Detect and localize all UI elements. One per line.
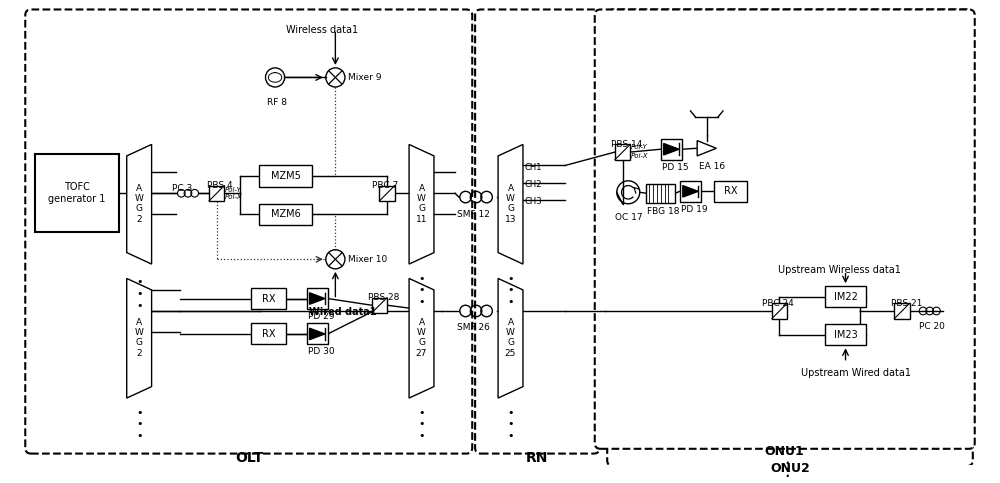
FancyBboxPatch shape [595, 10, 975, 449]
Polygon shape [127, 144, 152, 264]
Text: CH2: CH2 [525, 180, 542, 189]
Text: •
•
•: • • • [507, 274, 514, 307]
Text: Pol-Y: Pol-Y [631, 144, 648, 150]
Polygon shape [697, 141, 716, 156]
Text: Wireless data1: Wireless data1 [286, 25, 358, 35]
Text: A
W
G
2: A W G 2 [135, 318, 144, 358]
Polygon shape [409, 144, 434, 264]
Text: CH1: CH1 [525, 163, 542, 171]
Text: PBS 21: PBS 21 [891, 298, 922, 308]
Text: ONU2: ONU2 [770, 462, 810, 475]
Text: Upstream Wireless data1: Upstream Wireless data1 [778, 265, 900, 275]
Polygon shape [498, 278, 523, 398]
FancyBboxPatch shape [772, 303, 787, 319]
Text: OLT: OLT [235, 451, 263, 465]
Text: •
•
•: • • • [418, 274, 425, 307]
FancyBboxPatch shape [894, 303, 910, 319]
Text: A
W
G
11: A W G 11 [416, 184, 427, 224]
Polygon shape [664, 143, 679, 155]
Text: EA 16: EA 16 [699, 162, 725, 170]
FancyBboxPatch shape [259, 166, 312, 186]
FancyBboxPatch shape [680, 181, 701, 202]
Polygon shape [409, 278, 434, 398]
Text: OC 17: OC 17 [615, 213, 642, 222]
Text: IM23: IM23 [834, 330, 857, 340]
FancyBboxPatch shape [661, 139, 682, 160]
Text: PBC 24: PBC 24 [762, 298, 794, 308]
Text: A
W
G
13: A W G 13 [505, 184, 516, 224]
FancyBboxPatch shape [35, 154, 119, 232]
Text: ⋮: ⋮ [777, 460, 797, 479]
Text: •
•
•: • • • [507, 408, 514, 441]
Text: RF 8: RF 8 [267, 99, 287, 108]
Text: PD 30: PD 30 [308, 347, 334, 356]
Text: Pol-Y: Pol-Y [225, 186, 242, 193]
Text: MZM6: MZM6 [271, 209, 300, 219]
Text: PBS 4: PBS 4 [207, 181, 233, 190]
Text: IM22: IM22 [834, 292, 857, 301]
Polygon shape [310, 293, 325, 304]
Text: RX: RX [262, 294, 275, 303]
Text: MZM5: MZM5 [271, 171, 301, 181]
FancyBboxPatch shape [25, 10, 472, 454]
Text: RX: RX [262, 329, 275, 339]
Text: PBS 28: PBS 28 [368, 293, 399, 302]
FancyBboxPatch shape [825, 286, 866, 307]
FancyBboxPatch shape [251, 324, 286, 344]
FancyBboxPatch shape [825, 325, 866, 345]
Text: PC 20: PC 20 [919, 323, 945, 331]
FancyBboxPatch shape [259, 204, 312, 225]
Text: Upstream Wired data1: Upstream Wired data1 [801, 369, 911, 378]
FancyBboxPatch shape [475, 10, 600, 454]
Text: FBG 18: FBG 18 [647, 207, 680, 215]
Text: CH3: CH3 [525, 197, 543, 206]
Text: Pol-X: Pol-X [225, 194, 243, 200]
Text: Wired data1: Wired data1 [309, 307, 376, 317]
Text: SMF 12: SMF 12 [457, 210, 490, 218]
Text: •
•
•: • • • [136, 408, 142, 441]
Text: Pol-X: Pol-X [631, 153, 649, 159]
Text: A
W
G
2: A W G 2 [135, 184, 144, 224]
FancyBboxPatch shape [646, 184, 675, 203]
Text: RN: RN [526, 451, 549, 465]
Text: PBC 7: PBC 7 [372, 181, 398, 190]
Text: •
•
•: • • • [136, 277, 142, 311]
FancyBboxPatch shape [209, 185, 224, 201]
Text: RX: RX [724, 186, 737, 196]
FancyBboxPatch shape [372, 298, 387, 313]
Text: TOFC
generator 1: TOFC generator 1 [48, 183, 106, 204]
Polygon shape [310, 328, 325, 340]
Polygon shape [683, 185, 698, 197]
FancyBboxPatch shape [251, 288, 286, 309]
Text: A
W
G
25: A W G 25 [505, 318, 516, 358]
FancyBboxPatch shape [307, 288, 328, 309]
Text: ONU1: ONU1 [764, 445, 804, 458]
Text: PD 29: PD 29 [308, 312, 334, 321]
FancyBboxPatch shape [607, 10, 973, 466]
Text: PBS 14: PBS 14 [611, 140, 642, 149]
Text: Mixer 9: Mixer 9 [348, 72, 381, 82]
FancyBboxPatch shape [615, 144, 630, 160]
Text: A
W
G
27: A W G 27 [416, 318, 427, 358]
Text: PC 3: PC 3 [172, 184, 192, 193]
Polygon shape [498, 144, 523, 264]
Text: PD 19: PD 19 [681, 205, 708, 214]
Text: SMF 26: SMF 26 [457, 324, 490, 332]
Text: Mixer 10: Mixer 10 [348, 255, 387, 264]
FancyBboxPatch shape [379, 185, 395, 201]
Text: PD 15: PD 15 [662, 163, 688, 171]
FancyBboxPatch shape [714, 181, 747, 202]
Polygon shape [127, 278, 152, 398]
Text: •
•
•: • • • [418, 408, 425, 441]
FancyBboxPatch shape [307, 324, 328, 344]
